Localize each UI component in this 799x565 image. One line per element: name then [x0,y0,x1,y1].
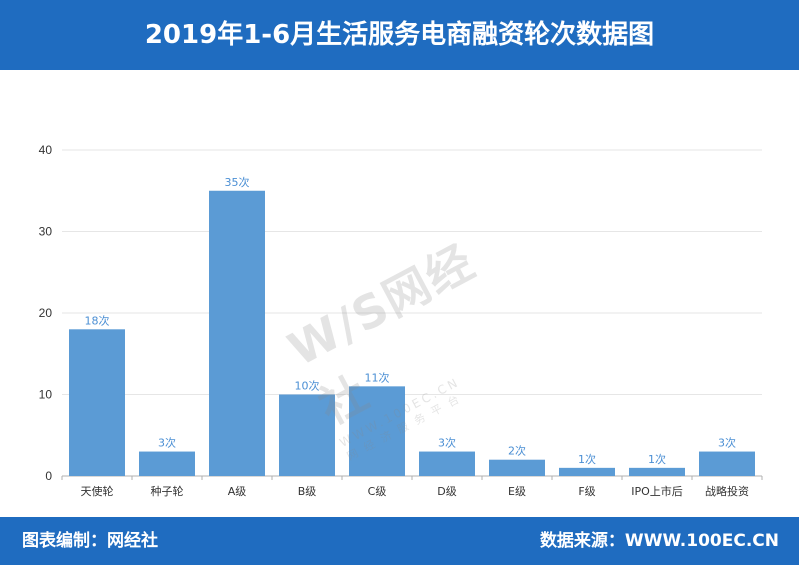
header-bar: 2019年1-6月生活服务电商融资轮次数据图 [0,0,799,70]
x-tick-label: A级 [228,485,247,498]
x-tick-label: IPO上市后 [631,484,683,498]
bar-value-label: 10次 [295,379,320,393]
x-tick-label: 战略投资 [705,484,749,498]
x-tick-label: B级 [298,485,317,498]
bar [559,467,615,476]
x-tick-label: 天使轮 [81,484,114,498]
bar [629,467,685,476]
bar-value-label: 18次 [85,313,110,327]
x-tick-label: C级 [368,485,387,498]
bar [69,329,125,476]
footer-bar: 图表编制：网经社 数据来源：WWW.100EC.CN [0,517,799,565]
bar [419,451,475,476]
bar-value-label: 3次 [158,436,176,450]
y-tick-label: 40 [39,143,53,157]
bar [349,386,405,476]
bar-value-label: 3次 [718,436,736,450]
bar [489,459,545,476]
bar-value-label: 1次 [648,452,666,466]
bar-value-label: 35次 [225,175,250,189]
y-tick-label: 20 [39,306,53,320]
x-tick-label: E级 [508,485,526,498]
footer-data-source: 数据来源：WWW.100EC.CN [539,531,779,551]
bar [209,190,265,476]
chart-area: 0 10 20 30 40 18次天使轮 3次种子轮 35次 A级 10次 B级 11次 C级 3次 D级 2… [0,70,799,517]
footer-source-editor: 图表编制：网经社 [22,531,158,551]
x-tick-label: F级 [578,485,595,498]
y-tick-label: 0 [45,469,52,483]
bar [139,451,195,476]
bar-value-label: 3次 [438,436,456,450]
bar [699,451,755,476]
bar-value-label: 11次 [365,370,390,384]
bar [279,394,335,476]
x-tick-label: 种子轮 [151,484,184,498]
chart-title: 2019年1-6月生活服务电商融资轮次数据图 [144,20,655,50]
y-tick-label: 30 [39,225,53,239]
y-tick-label: 10 [39,388,53,402]
bar-value-label: 2次 [508,444,526,458]
bar-value-label: 1次 [578,452,596,466]
x-tick-label: D级 [437,485,456,498]
